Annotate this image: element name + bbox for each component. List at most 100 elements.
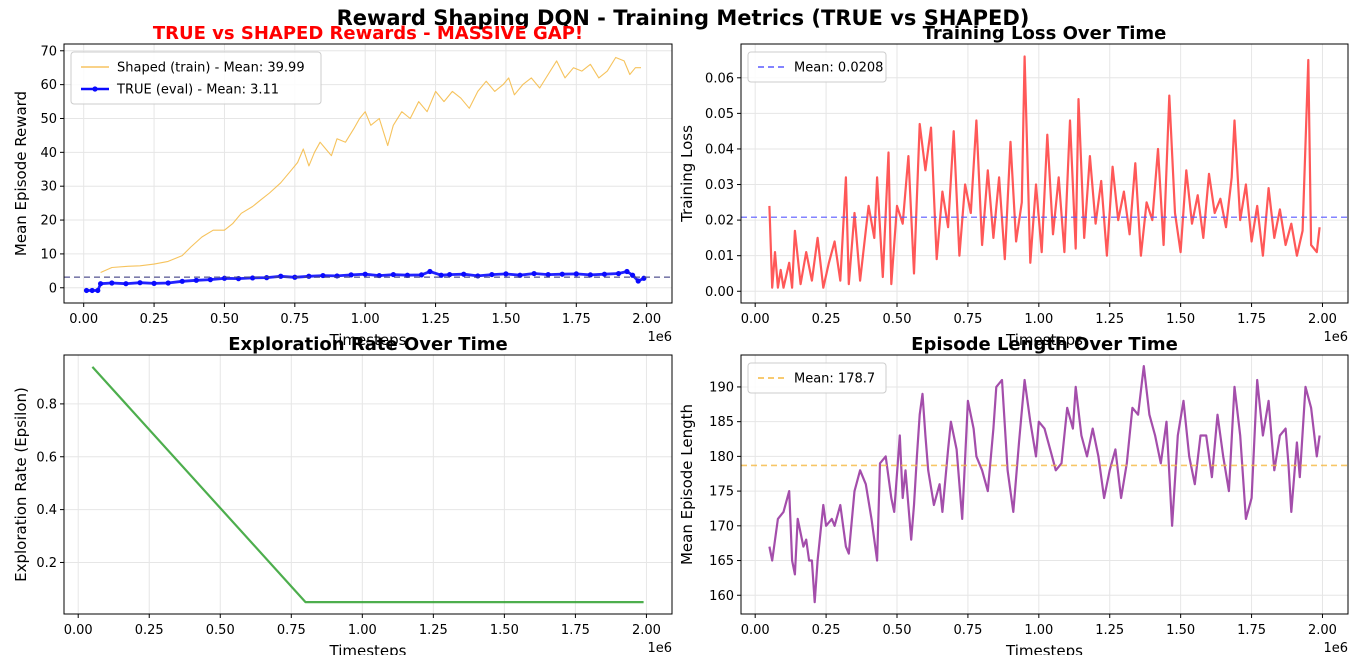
y-tick-label: 0.4 <box>36 503 57 518</box>
y-axis-label: Exploration Rate (Epsilon) <box>12 387 30 582</box>
data-point <box>624 268 630 275</box>
plot-area <box>64 56 672 294</box>
data-point <box>179 278 185 284</box>
data-point <box>447 271 453 278</box>
y-tick-label: 0.06 <box>705 71 734 86</box>
x-tick-label: 0.25 <box>140 312 169 327</box>
x-tick-label: 1.50 <box>1166 623 1195 638</box>
data-point <box>165 280 171 286</box>
legend-label: Mean: 178.7 <box>794 372 875 387</box>
x-axis-label: Timesteps <box>329 331 407 349</box>
x-tick-label: 0.50 <box>210 312 239 327</box>
x-offset-label: 1e6 <box>1323 641 1348 655</box>
series-line-1 <box>768 55 1321 289</box>
data-point <box>573 271 579 277</box>
x-tick-label: 1.50 <box>490 623 519 638</box>
x-tick-label: 2.00 <box>1308 623 1337 638</box>
y-tick-label: 175 <box>709 485 734 500</box>
data-point <box>97 281 104 287</box>
series-line-1 <box>768 365 1321 604</box>
chart-panel-4: 0.00 0.25 0.50 0.75 1.00 1.25 1.50 1.75 2.00 160 1… <box>678 334 1349 655</box>
x-tick-label: 1.75 <box>561 623 590 638</box>
x-tick-label: 0.25 <box>135 623 164 638</box>
x-tick-label: 1.00 <box>1024 312 1053 327</box>
y-tick-label: 30 <box>40 180 57 195</box>
data-point <box>249 275 256 281</box>
data-point <box>615 270 622 277</box>
y-tick-label: 170 <box>709 519 734 534</box>
x-tick-label: 1.25 <box>421 312 450 327</box>
x-axis-label: Timesteps <box>1005 331 1083 349</box>
legend-label: TRUE (eval) - Mean: 3.11 <box>116 83 279 98</box>
chart-panel-3: 0.00 0.25 0.50 0.75 1.00 1.25 1.50 1.75 2.00 0.2 0… <box>12 334 673 655</box>
series-line-1 <box>91 366 644 604</box>
data-point <box>306 273 312 279</box>
x-tick-label: 1.75 <box>1237 623 1266 638</box>
data-point <box>278 273 284 279</box>
x-offset-label: 1e6 <box>647 330 672 345</box>
x-tick-label: 0.75 <box>280 312 309 327</box>
data-point <box>362 271 368 277</box>
y-tick-label: 0.00 <box>705 285 734 300</box>
y-tick-label: 160 <box>709 589 734 604</box>
series-line-2 <box>86 270 645 292</box>
data-point <box>151 280 157 286</box>
data-point <box>123 281 129 287</box>
data-point <box>559 271 565 277</box>
data-point <box>601 271 608 277</box>
legend-label: Shaped (train) - Mean: 39.99 <box>117 61 305 76</box>
data-point <box>109 280 115 286</box>
x-tick-label: 0.00 <box>64 623 93 638</box>
x-tick-label: 2.00 <box>632 623 661 638</box>
chart-panel-1: 0.00 0.25 0.50 0.75 1.00 1.25 1.50 1.75 2.00 0 10 2… <box>12 23 673 349</box>
x-tick-label: 2.00 <box>632 312 661 327</box>
x-tick-label: 1.50 <box>491 312 520 327</box>
x-tick-label: 1.00 <box>348 623 377 638</box>
y-tick-label: 0.01 <box>705 249 734 264</box>
data-point <box>207 277 213 283</box>
data-point <box>461 271 467 277</box>
chart-title: Episode Length Over Time <box>911 334 1178 355</box>
x-tick-label: 1.50 <box>1166 312 1195 327</box>
x-tick-label: 0.75 <box>277 623 306 638</box>
chart-panel-2: 0.00 0.25 0.50 0.75 1.00 1.25 1.50 1.75 2.00 0.00… <box>678 23 1349 349</box>
y-tick-label: 0.05 <box>705 107 734 122</box>
chart-title: Training Loss Over Time <box>923 23 1167 44</box>
x-tick-label: 0.25 <box>812 312 841 327</box>
y-tick-label: 0.03 <box>705 178 734 193</box>
data-point <box>390 271 396 278</box>
series-line-1 <box>100 56 641 274</box>
y-tick-label: 0.6 <box>36 450 57 465</box>
x-tick-label: 1.25 <box>1095 312 1124 327</box>
x-tick-label: 0.25 <box>812 623 841 638</box>
y-tick-label: 185 <box>709 415 734 430</box>
x-tick-label: 1.75 <box>562 312 591 327</box>
x-tick-label: 1.25 <box>1095 623 1124 638</box>
data-point <box>489 271 495 278</box>
y-tick-label: 40 <box>40 146 57 161</box>
x-tick-label: 1.00 <box>351 312 380 327</box>
x-tick-label: 0.00 <box>741 312 770 327</box>
data-point <box>427 268 433 275</box>
y-tick-label: 0.2 <box>36 556 57 571</box>
data-point <box>629 272 636 278</box>
axes-frame <box>63 43 673 304</box>
legend-label: Mean: 0.0208 <box>794 61 883 76</box>
y-tick-label: 60 <box>40 78 57 93</box>
data-point <box>587 272 593 278</box>
x-tick-label: 0.75 <box>953 312 982 327</box>
data-point <box>418 272 425 278</box>
legend-marker <box>92 86 98 92</box>
x-tick-label: 0.00 <box>741 623 770 638</box>
axes-frame <box>740 43 1349 304</box>
x-tick-label: 1.75 <box>1237 312 1266 327</box>
y-tick-label: 180 <box>709 450 734 465</box>
data-point <box>348 272 354 278</box>
figure-title: Reward Shaping DQN - Training Metrics (T… <box>336 6 1030 30</box>
data-point <box>83 287 90 294</box>
plot-area <box>91 366 644 604</box>
data-point <box>89 287 95 294</box>
y-tick-label: 0 <box>49 281 57 296</box>
x-tick-label: 2.00 <box>1308 312 1337 327</box>
